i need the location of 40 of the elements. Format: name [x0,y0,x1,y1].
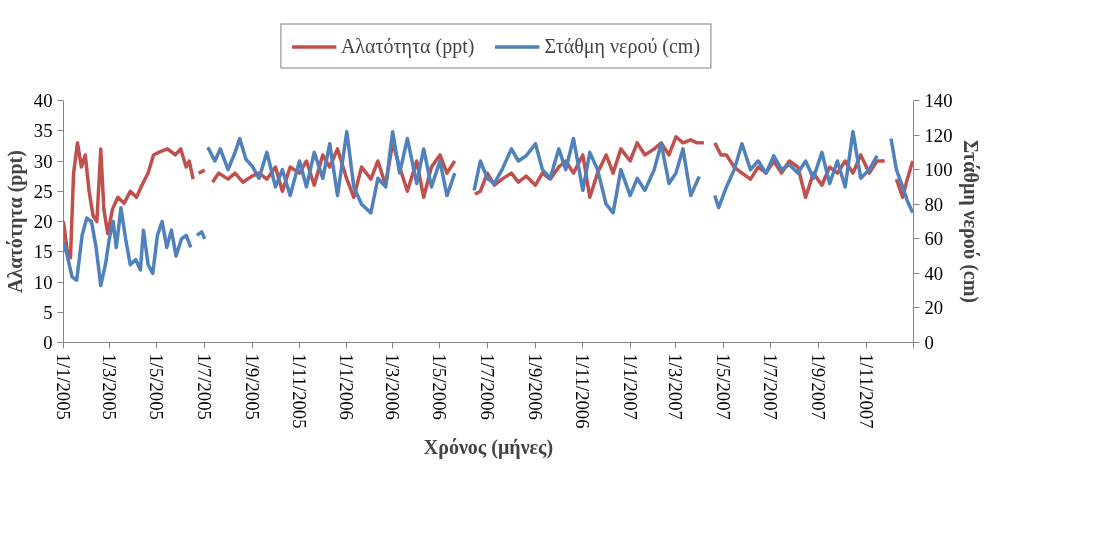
x-tick-label: 1/1/2006 [336,353,358,420]
x-tick-label: 1/3/2005 [98,353,120,420]
y-tick-label: 10 [33,271,53,293]
x-tick-label: 1/11/2006 [572,353,594,429]
y2-axis-title: Στάθμη νερού (cm) [959,139,983,304]
legend-label: Αλατότητα (ppt) [340,34,475,58]
y-tick-label: 15 [33,241,53,263]
y-tick-label: 35 [33,120,53,142]
x-tick-label: 1/11/2007 [855,353,877,429]
y-tick-label: 25 [33,180,53,202]
y-axis-title: Αλατότητα (ppt) [3,150,27,293]
x-tick-label: 1/9/2006 [524,353,546,420]
x-tick-label: 1/5/2006 [429,353,451,420]
x-tick-label: 1/3/2007 [665,353,687,420]
y-tick-label: 5 [43,301,53,323]
y2-tick-label: 80 [924,193,944,215]
y-tick-label: 30 [33,150,53,172]
x-tick-label: 1/5/2007 [712,353,734,420]
x-tick-label: 1/9/2007 [808,353,830,420]
x-axis-title: Χρόνος (μήνες) [423,436,554,460]
y2-tick-label: 20 [924,297,944,319]
x-tick-label: 1/1/2005 [53,353,74,420]
x-tick-label: 1/5/2005 [146,353,168,420]
y-tick-label: 20 [33,211,53,232]
x-tick-label: 1/9/2005 [241,353,263,420]
x-tick-label: 1/1/2007 [619,353,641,420]
legend-label: Στάθμη νερού (cm) [544,34,701,58]
y-tick-label: 0 [43,332,53,353]
y2-tick-label: 0 [924,332,934,353]
x-tick-label: 1/7/2005 [193,353,215,420]
y2-tick-label: 40 [924,262,944,284]
y-tick-label: 40 [33,90,53,111]
y2-tick-label: 140 [924,90,953,111]
y2-tick-label: 120 [924,124,953,146]
x-tick-label: 1/3/2006 [382,353,404,420]
y2-tick-label: 60 [924,228,944,250]
x-tick-label: 1/7/2006 [476,353,498,420]
y2-tick-label: 100 [924,159,953,181]
x-tick-label: 1/11/2005 [288,353,310,429]
x-tick-label: 1/7/2007 [760,353,782,420]
